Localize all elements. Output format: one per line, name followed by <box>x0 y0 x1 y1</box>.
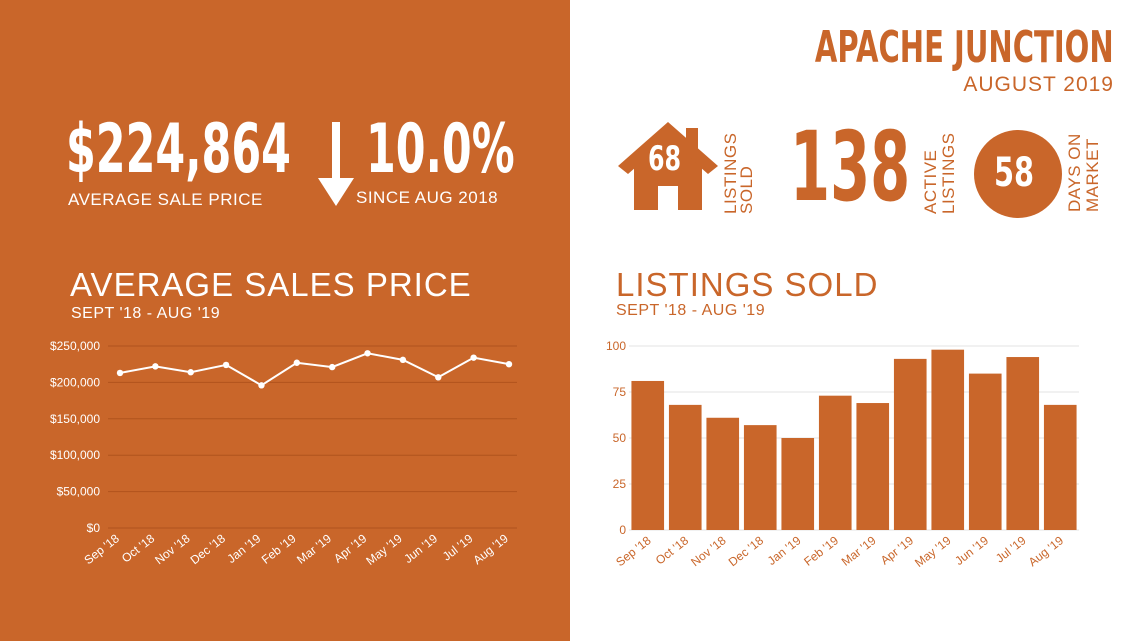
y-tick-label: $250,000 <box>50 339 100 353</box>
bar <box>1006 357 1040 530</box>
bar <box>968 373 1002 530</box>
bar <box>706 417 740 530</box>
data-point <box>293 359 301 366</box>
data-point <box>222 361 230 369</box>
x-tick-label: Mar '19 <box>839 533 879 569</box>
x-tick-label: Jan '19 <box>224 531 263 566</box>
days-on-market-label-1: DAYS ON <box>1065 133 1084 212</box>
x-tick-label: Feb '19 <box>259 531 299 567</box>
avg-sales-price-chart: $0 $50,000 $100,000 $150,000 $200,000 $250,00… <box>50 339 517 568</box>
house-icon <box>618 122 718 217</box>
avg-sale-price-label: AVERAGE SALE PRICE <box>68 190 263 209</box>
bar <box>931 349 965 530</box>
x-tick-label: Apr '19 <box>878 533 917 567</box>
active-listings-label-2: LISTINGS <box>939 132 958 214</box>
x-tick-label: Jun '19 <box>952 533 991 568</box>
change-label: SINCE AUG 2018 <box>356 188 499 207</box>
days-on-market-value-box: 58 <box>994 150 1054 198</box>
bar <box>631 380 665 530</box>
x-tick-label: Sep '18 <box>81 531 122 567</box>
arrow-down-icon <box>318 122 354 211</box>
city-title-box: APACHE JUNCTION <box>814 24 1114 74</box>
active-listings-box: 138 <box>790 115 930 219</box>
bar <box>743 425 777 530</box>
change-pct-box: 10.0% <box>366 113 516 189</box>
data-point <box>187 369 194 376</box>
listings-sold-value: 68 <box>648 139 682 179</box>
x-tick-label: May '19 <box>912 533 954 570</box>
data-point <box>505 361 513 368</box>
x-tick-label: Nov '18 <box>152 531 193 567</box>
x-tick-label: Jan '19 <box>765 533 804 568</box>
y-tick-label: 25 <box>613 477 627 491</box>
data-point <box>470 354 477 361</box>
data-point <box>435 374 442 381</box>
active-listings-value: 138 <box>790 111 911 223</box>
x-tick-label: Apr '19 <box>331 531 370 565</box>
bar <box>818 395 852 530</box>
bar <box>781 438 815 530</box>
x-tick-label: Aug '19 <box>1026 533 1067 569</box>
x-tick-label: May '19 <box>363 531 405 568</box>
x-tick-label: Dec '18 <box>188 531 229 567</box>
change-pct-value: 10.0% <box>366 110 515 189</box>
listings-sold-label-2: SOLD <box>737 165 756 214</box>
bar <box>856 403 890 530</box>
left-panel <box>0 0 570 641</box>
x-tick-label: Dec '18 <box>726 533 767 569</box>
bar-chart-title: LISTINGS SOLD <box>616 266 879 303</box>
data-point <box>399 356 407 364</box>
data-point <box>152 363 159 370</box>
y-tick-label: $200,000 <box>50 375 100 389</box>
x-tick-label: Jun '19 <box>401 531 440 566</box>
bar <box>893 358 927 530</box>
y-tick-label: $50,000 <box>57 485 101 499</box>
y-tick-label: 50 <box>613 431 627 445</box>
x-tick-label: Feb '19 <box>801 533 841 569</box>
circle-badge-icon <box>974 130 1062 218</box>
bar <box>668 404 702 530</box>
data-point <box>364 350 371 357</box>
active-listings-label-1: ACTIVE <box>921 149 940 214</box>
x-tick-label: Jul '19 <box>993 533 1029 565</box>
x-tick-label: Jul '19 <box>440 531 476 563</box>
data-point <box>258 382 265 389</box>
x-tick-label: Mar '19 <box>294 531 334 567</box>
y-tick-label: $0 <box>87 521 101 535</box>
data-point <box>116 369 124 377</box>
x-tick-label: Nov '18 <box>688 533 729 569</box>
x-tick-label: Aug '19 <box>470 531 511 567</box>
listings-sold-value-box: 68 <box>648 140 688 180</box>
y-tick-label: 0 <box>619 523 626 537</box>
y-tick-label: $100,000 <box>50 448 100 462</box>
x-tick-label: Oct '18 <box>119 531 158 565</box>
line-chart-subtitle: SEPT '18 - AUG '19 <box>71 305 221 322</box>
bar-chart-subtitle: SEPT '18 - AUG '19 <box>616 302 766 319</box>
data-point <box>328 363 336 371</box>
x-tick-label: Oct '18 <box>653 533 692 567</box>
line-chart-title: AVERAGE SALES PRICE <box>70 266 472 303</box>
x-tick-label: Sep '18 <box>613 533 654 569</box>
avg-sale-price-box: $224,864 <box>66 113 296 189</box>
series-line <box>119 352 510 387</box>
bar <box>1043 404 1077 530</box>
days-on-market-label-2: MARKET <box>1083 138 1102 212</box>
days-on-market-value: 58 <box>994 150 1035 196</box>
y-tick-label: $150,000 <box>50 412 100 426</box>
report-period: AUGUST 2019 <box>963 73 1114 96</box>
city-title: APACHE JUNCTION <box>815 22 1114 73</box>
y-tick-label: 100 <box>606 339 626 353</box>
y-tick-label: 75 <box>613 385 627 399</box>
avg-sale-price-value: $224,864 <box>66 110 291 189</box>
